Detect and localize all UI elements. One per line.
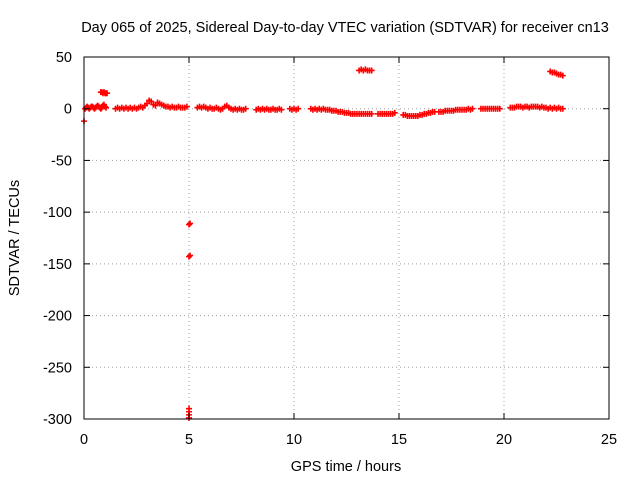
data-point <box>152 102 159 109</box>
data-point <box>186 253 192 260</box>
data-point <box>391 109 398 116</box>
data-point <box>144 100 150 107</box>
data-point <box>104 90 111 97</box>
data-point <box>187 252 194 259</box>
data-point <box>186 221 192 228</box>
data-point <box>368 67 375 74</box>
data-point <box>469 105 476 112</box>
x-tick-label: 5 <box>185 432 193 448</box>
y-tick-label: 50 <box>56 50 72 66</box>
data-point <box>368 110 375 117</box>
data-point <box>102 103 108 110</box>
x-tick-label: 10 <box>286 432 302 448</box>
y-tick-label: -50 <box>51 153 72 169</box>
x-axis-ticks: 0 5 10 15 20 25 <box>80 57 617 448</box>
y-axis-ticks: 50 0 -50 -100 -150 -200 -250 -300 <box>43 50 609 428</box>
y-tick-label: -100 <box>43 205 72 221</box>
y-axis-label: SDTVAR / TECUs <box>7 180 23 296</box>
plot-frame <box>83 56 610 420</box>
data-point <box>559 105 566 112</box>
data-point <box>278 106 285 113</box>
x-tick-label: 0 <box>80 432 88 448</box>
data-point <box>242 105 249 112</box>
x-tick-label: 25 <box>601 432 617 448</box>
y-tick-label: -250 <box>43 360 72 376</box>
y-tick-label: 0 <box>64 102 72 118</box>
grid-lines <box>84 57 609 419</box>
chart-title: Day 065 of 2025, Sidereal Day-to-day VTE… <box>81 20 609 36</box>
data-point <box>187 220 194 227</box>
y-tick-label: -200 <box>43 309 72 325</box>
data-point <box>183 103 190 110</box>
data-point <box>496 105 503 112</box>
x-axis-label: GPS time / hours <box>291 459 401 475</box>
data-point <box>97 105 104 112</box>
y-tick-label: -300 <box>43 412 72 428</box>
data-point <box>148 98 155 105</box>
data-points <box>81 66 566 421</box>
x-tick-label: 20 <box>496 432 512 448</box>
data-point <box>295 105 302 112</box>
y-tick-label: -150 <box>43 257 72 273</box>
data-point <box>103 104 110 111</box>
x-tick-label: 15 <box>391 432 407 448</box>
data-point <box>559 72 566 79</box>
